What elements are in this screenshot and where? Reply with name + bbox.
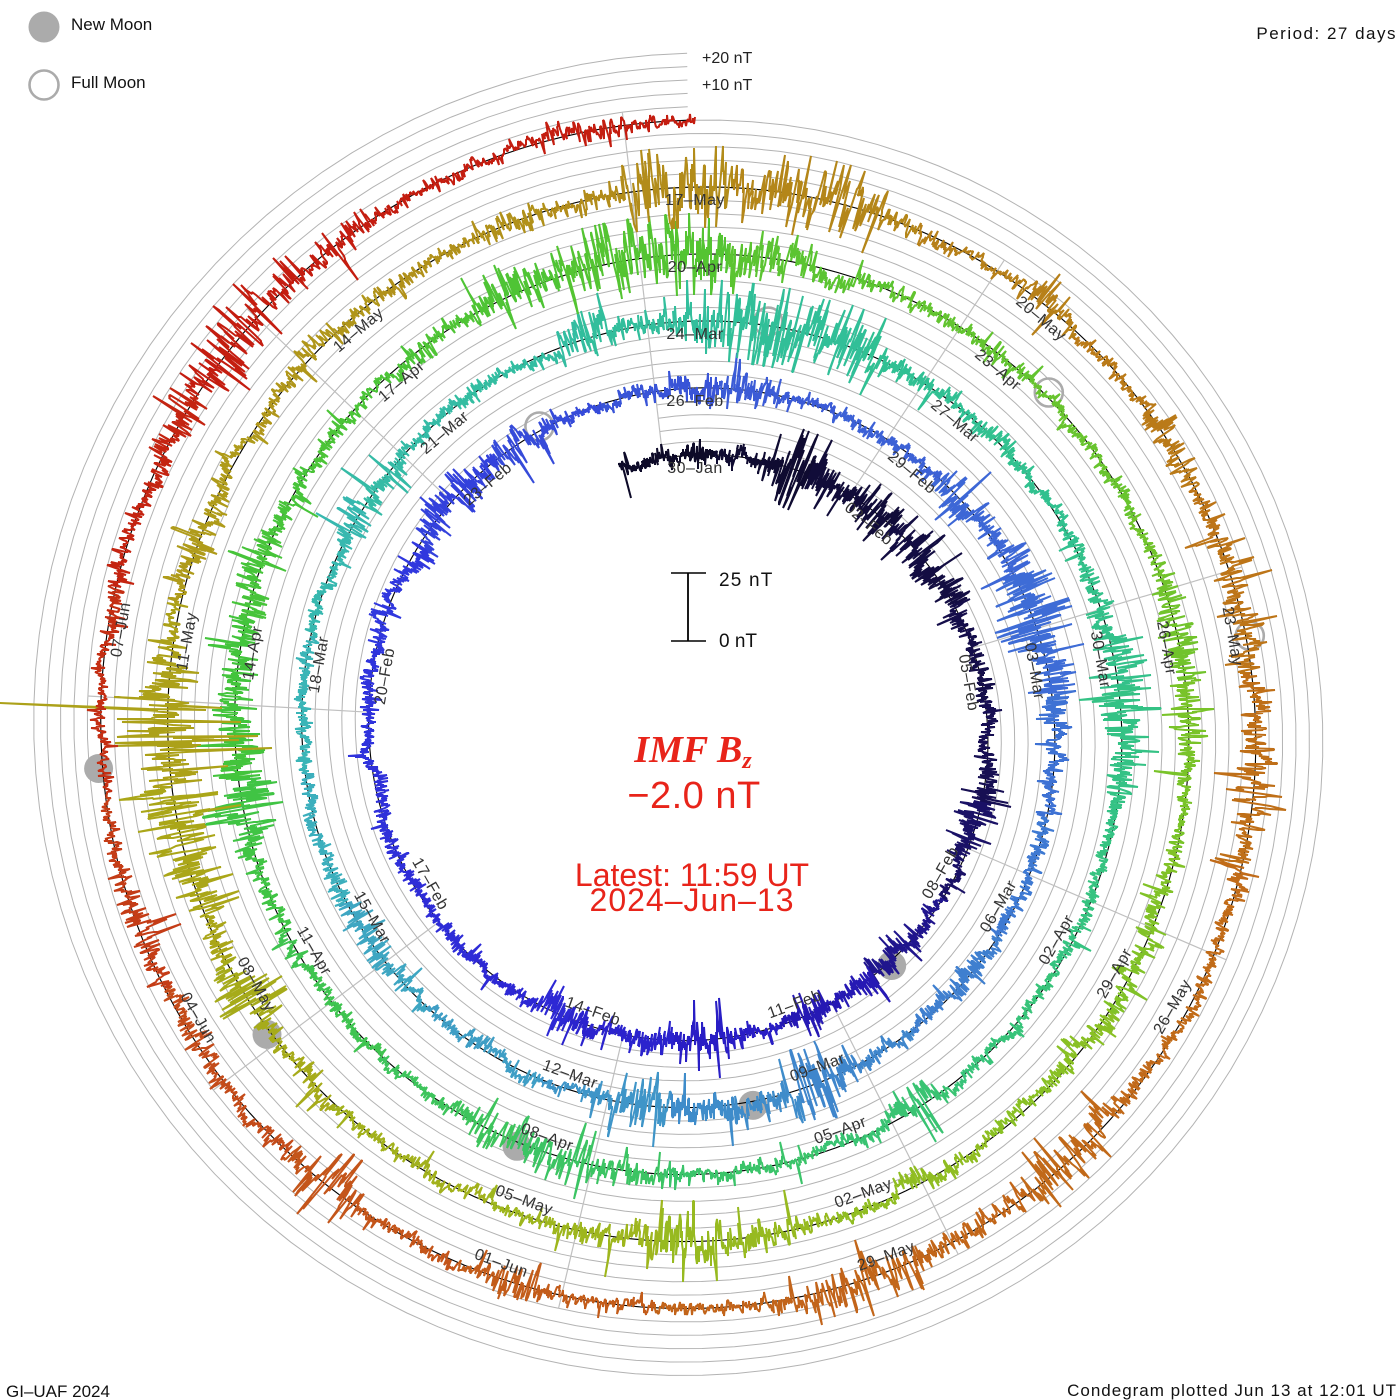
svg-text:−2.0 nT: −2.0 nT xyxy=(627,775,760,817)
svg-text:24–Mar: 24–Mar xyxy=(666,326,723,343)
svg-text:30–Jan: 30–Jan xyxy=(667,460,723,477)
svg-text:17–May: 17–May xyxy=(665,192,725,209)
svg-text:GI–UAF 2024: GI–UAF 2024 xyxy=(6,1382,110,1400)
svg-text:+20 nT: +20 nT xyxy=(702,50,752,67)
svg-text:20–Apr: 20–Apr xyxy=(668,259,723,276)
svg-text:+10 nT: +10 nT xyxy=(702,77,752,94)
svg-text:25 nT: 25 nT xyxy=(719,570,774,591)
svg-text:Period: 27 days: Period: 27 days xyxy=(1256,24,1397,43)
svg-text:Full Moon: Full Moon xyxy=(71,73,146,92)
svg-text:26–Feb: 26–Feb xyxy=(666,393,723,410)
svg-text:IMF Bz: IMF Bz xyxy=(633,729,752,774)
svg-text:0 nT: 0 nT xyxy=(719,631,757,652)
svg-text:Latest: 11:59 UT: Latest: 11:59 UT xyxy=(575,857,809,893)
svg-text:Condegram plotted Jun 13 at 12: Condegram plotted Jun 13 at 12:01 UT xyxy=(1067,1381,1397,1400)
svg-text:New Moon: New Moon xyxy=(71,15,152,34)
svg-text:2024–Jun–13: 2024–Jun–13 xyxy=(590,882,795,918)
